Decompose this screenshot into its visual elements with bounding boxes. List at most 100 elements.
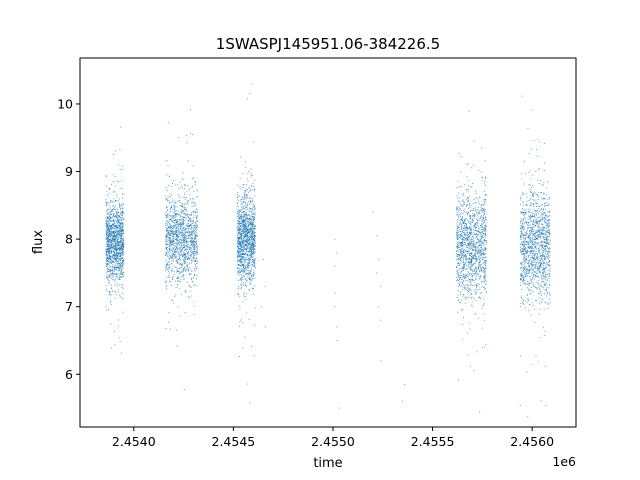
- data-point: [247, 255, 249, 258]
- data-point: [109, 218, 111, 220]
- data-point: [237, 272, 239, 274]
- data-point: [237, 208, 239, 210]
- data-point: [193, 206, 195, 208]
- data-point: [245, 212, 247, 214]
- data-point: [244, 292, 246, 294]
- data-point: [239, 277, 242, 279]
- data-point: [108, 276, 110, 279]
- data-point: [464, 302, 466, 304]
- data-point: [469, 214, 471, 216]
- data-point: [247, 265, 249, 267]
- data-point: [193, 210, 195, 212]
- data-point: [117, 252, 119, 254]
- data-point: [112, 220, 114, 222]
- data-point: [105, 176, 107, 178]
- data-point: [247, 260, 249, 262]
- data-point: [122, 259, 124, 261]
- data-point: [184, 260, 186, 262]
- data-point: [240, 250, 242, 253]
- data-point: [176, 230, 178, 232]
- data-point: [244, 272, 246, 274]
- data-point: [481, 252, 483, 254]
- data-point: [185, 230, 187, 232]
- data-point: [186, 237, 188, 239]
- data-point: [249, 253, 251, 255]
- data-point: [253, 250, 255, 252]
- data-point: [460, 291, 462, 293]
- data-point: [121, 231, 123, 233]
- data-point: [172, 249, 174, 251]
- data-point: [249, 203, 251, 205]
- data-point: [238, 251, 240, 254]
- data-point: [115, 265, 117, 267]
- data-point: [465, 277, 467, 279]
- data-point: [251, 228, 253, 230]
- data-point: [174, 206, 177, 208]
- data-point: [470, 274, 472, 276]
- data-point: [479, 241, 481, 243]
- data-point: [165, 254, 167, 257]
- data-point: [107, 308, 110, 310]
- data-point: [106, 191, 108, 193]
- data-point: [172, 258, 174, 260]
- data-point: [469, 221, 471, 223]
- data-point: [110, 273, 112, 275]
- data-point: [110, 284, 112, 286]
- data-point: [247, 228, 250, 230]
- data-point: [121, 257, 123, 259]
- data-point: [196, 214, 198, 216]
- data-point: [460, 219, 462, 221]
- data-point: [463, 281, 465, 283]
- data-point: [189, 253, 191, 255]
- data-point: [170, 218, 172, 220]
- data-point: [242, 268, 244, 270]
- data-point: [238, 243, 240, 245]
- data-point: [176, 235, 178, 237]
- data-point: [194, 222, 197, 224]
- data-point: [240, 218, 242, 220]
- data-point: [481, 219, 483, 221]
- data-point: [476, 247, 478, 250]
- data-point: [110, 252, 112, 254]
- data-point: [169, 267, 171, 269]
- data-point: [462, 280, 464, 282]
- data-point: [186, 210, 188, 212]
- data-point: [476, 197, 478, 199]
- data-point: [180, 218, 182, 220]
- data-point: [182, 210, 184, 212]
- data-point: [196, 266, 198, 268]
- data-point: [120, 245, 122, 248]
- data-point: [457, 219, 459, 221]
- data-point: [246, 241, 248, 243]
- data-point: [174, 250, 176, 252]
- data-point: [118, 269, 120, 272]
- data-point: [475, 270, 477, 272]
- data-point: [192, 248, 194, 251]
- data-point: [175, 245, 177, 247]
- data-point: [254, 232, 256, 234]
- data-point: [187, 229, 189, 231]
- data-point: [184, 270, 186, 273]
- data-point: [237, 205, 239, 207]
- data-point: [117, 266, 119, 268]
- data-point: [170, 236, 172, 238]
- data-point: [249, 272, 251, 274]
- data-point: [474, 223, 476, 225]
- data-point: [458, 152, 460, 154]
- data-point: [242, 322, 244, 324]
- data-point: [475, 278, 477, 280]
- data-point: [121, 221, 123, 223]
- data-point: [456, 227, 458, 229]
- data-point: [243, 211, 245, 213]
- data-point: [178, 273, 180, 275]
- data-point: [463, 199, 465, 201]
- data-point: [168, 240, 170, 242]
- data-point: [119, 230, 121, 232]
- data-point: [118, 222, 120, 224]
- data-point: [187, 247, 189, 249]
- data-point: [109, 248, 111, 250]
- data-point: [461, 194, 463, 196]
- data-point: [176, 213, 178, 215]
- data-point: [238, 254, 240, 257]
- data-point: [457, 180, 459, 182]
